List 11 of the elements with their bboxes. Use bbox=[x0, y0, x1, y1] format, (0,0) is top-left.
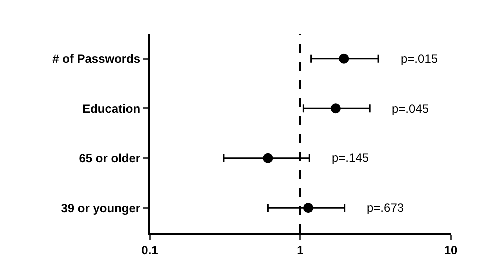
x-tick-label: 10 bbox=[444, 243, 458, 258]
x-tick-label: 1 bbox=[297, 243, 304, 258]
annotation: p=.015 bbox=[401, 52, 438, 66]
annotation: p=.045 bbox=[392, 102, 430, 116]
annotation: p=.145 bbox=[332, 151, 370, 165]
y-tick-label: Education bbox=[82, 102, 141, 116]
x-tick-label: 0.1 bbox=[142, 243, 159, 258]
y-tick-label: 65 or older bbox=[79, 152, 141, 166]
y-tick-label: 39 or younger bbox=[61, 201, 141, 216]
y-tick-label: # of Passwords bbox=[52, 52, 141, 66]
annotation: p=.673 bbox=[367, 201, 404, 215]
